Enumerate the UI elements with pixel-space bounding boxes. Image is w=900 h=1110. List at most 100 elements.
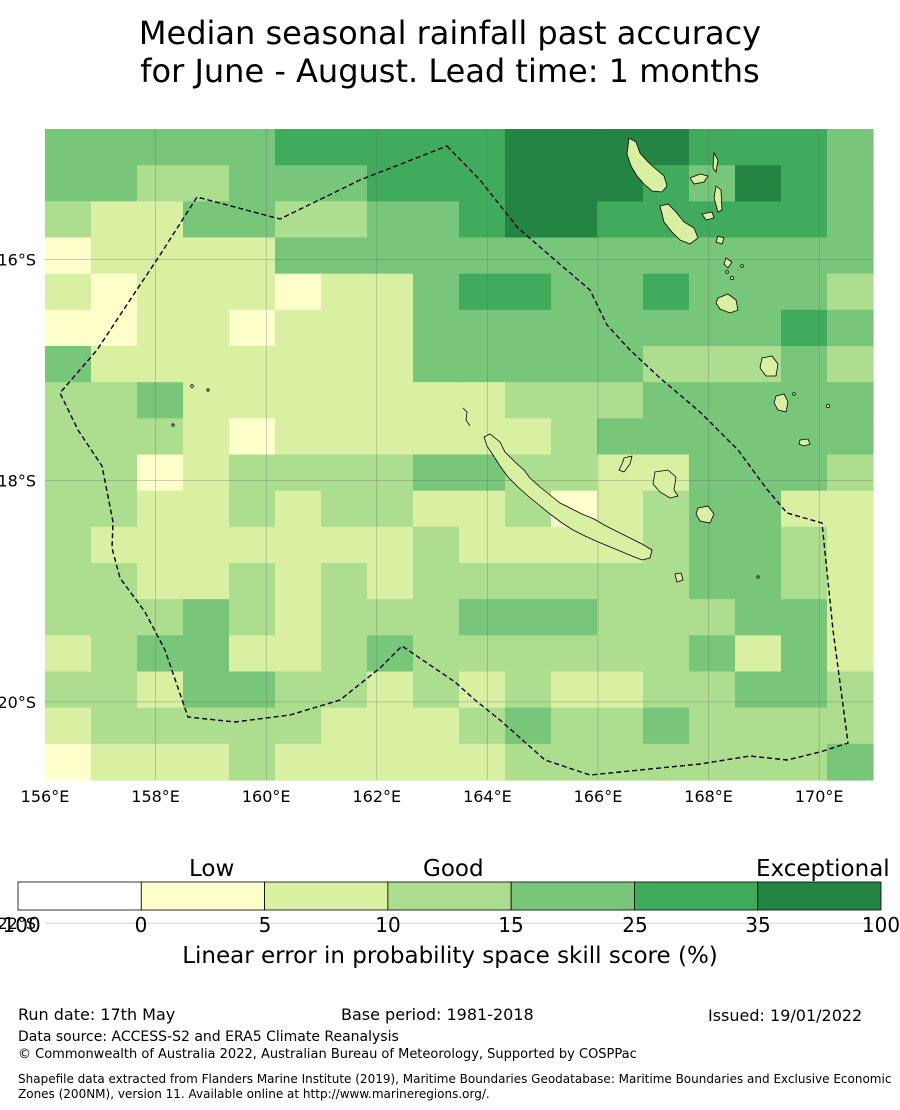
skill-cell: [735, 599, 782, 636]
skill-cell: [735, 237, 782, 275]
skill-cell: [137, 382, 184, 419]
skill-cell: [505, 165, 552, 202]
lon-tick-label: 160°E: [242, 787, 291, 806]
skill-cell: [45, 201, 92, 239]
skill-cell: [367, 454, 414, 492]
skill-cell: [505, 671, 552, 709]
skill-cell: [413, 526, 460, 564]
skill-cell: [689, 346, 736, 383]
lon-tick-label: 156°E: [21, 787, 70, 806]
skill-cell: [229, 129, 276, 166]
skill-cell: [183, 635, 230, 673]
skill-cell: [137, 599, 184, 636]
skill-cell: [321, 237, 368, 275]
skill-cell: [735, 309, 782, 347]
skill-cell: [643, 309, 690, 347]
lat-tick-label: 20°S: [0, 693, 36, 712]
colorbar-tick-label: 15: [498, 913, 524, 937]
skill-cell: [505, 418, 552, 456]
skill-cell: [229, 201, 276, 239]
skill-cell: [827, 346, 874, 383]
skill-cell: [597, 382, 644, 419]
skill-cell: [459, 273, 506, 311]
skill-cell: [735, 418, 782, 456]
skill-cell: [597, 201, 644, 239]
skill-cell: [91, 418, 138, 456]
skill-cell: [321, 707, 368, 745]
skill-cell: [321, 635, 368, 673]
colorbar-tick-label: 0: [134, 913, 148, 937]
skill-cell: [183, 237, 230, 275]
skill-cell: [321, 309, 368, 347]
skill-cell: [367, 635, 414, 673]
skill-cell: [229, 599, 276, 636]
legend-low: Low: [189, 856, 235, 882]
skill-cell: [275, 382, 322, 419]
skill-cell: [597, 743, 644, 781]
skill-cell: [459, 490, 506, 528]
skill-cell: [91, 165, 138, 202]
skill-cell: [505, 382, 552, 419]
vanuatu-maewo: [712, 151, 719, 173]
skill-cell: [137, 237, 184, 275]
skill-cell: [229, 563, 276, 600]
skill-cell: [229, 237, 276, 275]
vanuatu-ambae: [689, 173, 709, 185]
lon-tick-label: 158°E: [131, 787, 180, 806]
title-line-2: for June - August. Lead time: 1 months: [140, 52, 760, 90]
skill-cell: [505, 237, 552, 275]
belep-islands: [462, 407, 471, 427]
skill-cell: [459, 237, 506, 275]
chesterfield-islet-3: [171, 423, 175, 427]
skill-cell: [551, 346, 598, 383]
skill-cell: [183, 273, 230, 311]
skill-cell: [735, 635, 782, 673]
skill-cell: [505, 309, 552, 347]
skill-cell: [597, 237, 644, 275]
skill-cell: [413, 309, 460, 347]
lon-tick-label: 170°E: [795, 787, 844, 806]
skill-cell: [45, 490, 92, 528]
skill-cell: [643, 273, 690, 311]
vanuatu-malakula: [659, 203, 699, 245]
loyalty-island-mare: [695, 505, 715, 524]
colorbar-swatch: [387, 881, 512, 911]
colorbar-swatch: [264, 881, 389, 911]
skill-cell: [367, 526, 414, 564]
skill-cell: [643, 635, 690, 673]
skill-cell: [275, 309, 322, 347]
skill-cell: [275, 237, 322, 275]
skill-cell: [735, 454, 782, 492]
skill-cell: [91, 273, 138, 311]
skill-cell: [275, 671, 322, 709]
skill-cell: [275, 635, 322, 673]
land-outlines: [171, 137, 831, 583]
skill-cell: [735, 165, 782, 202]
skill-cell: [91, 743, 138, 781]
skill-cell: [827, 165, 874, 202]
skill-cell: [551, 599, 598, 636]
skill-cell: [275, 599, 322, 636]
skill-cell: [781, 563, 828, 600]
title-line-1: Median seasonal rainfall past accuracy: [138, 14, 762, 52]
skill-cell: [229, 418, 276, 456]
skill-cell: [597, 346, 644, 383]
skill-cell: [781, 599, 828, 636]
skill-cell: [827, 563, 874, 600]
new-caledonia-island: [483, 433, 653, 561]
skill-cell: [459, 382, 506, 419]
skill-cell: [413, 346, 460, 383]
skill-cell: [459, 346, 506, 383]
skill-cell: [413, 743, 460, 781]
skill-cell: [275, 129, 322, 166]
skill-cell: [781, 165, 828, 202]
skill-cell: [137, 526, 184, 564]
colorbar-tick-label: 35: [745, 913, 771, 937]
skill-cell: [827, 671, 874, 709]
skill-cell: [551, 743, 598, 781]
skill-cell: [413, 454, 460, 492]
skill-cell: [91, 671, 138, 709]
skill-cell: [735, 201, 782, 239]
skill-cell: [689, 635, 736, 673]
skill-cell: [321, 454, 368, 492]
